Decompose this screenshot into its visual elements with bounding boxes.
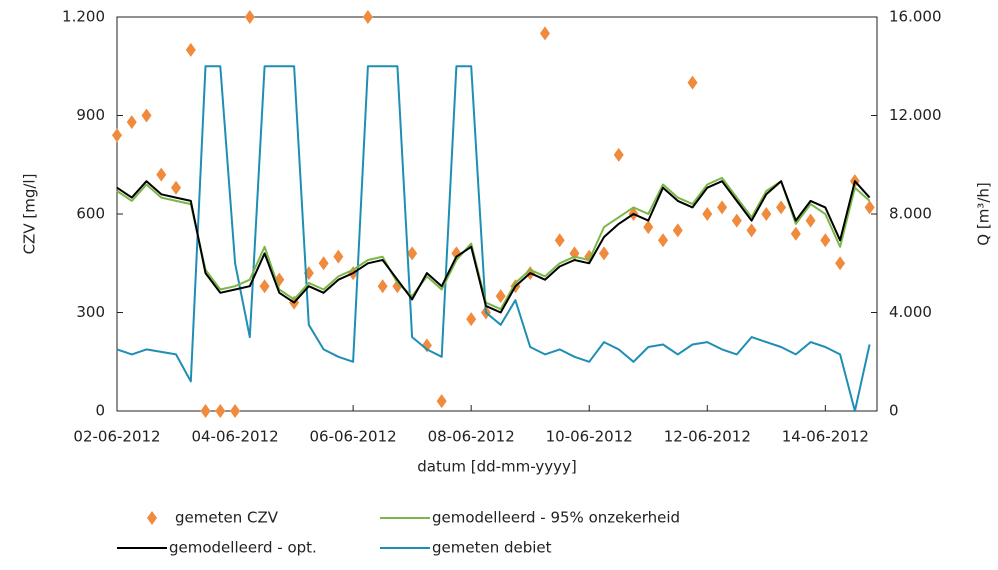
marker (230, 404, 241, 418)
marker (333, 249, 344, 264)
y-tick-label: 0 (95, 402, 105, 420)
y-tick-label: 1.200 (62, 8, 105, 26)
marker (185, 42, 196, 57)
marker (215, 404, 226, 418)
marker (672, 223, 683, 238)
marker (687, 75, 698, 90)
marker (318, 256, 329, 271)
marker (598, 246, 609, 261)
series-line (116, 65, 871, 412)
marker (761, 207, 772, 221)
y-tick-label: 300 (76, 303, 105, 321)
marker (377, 279, 388, 294)
marker (171, 180, 182, 195)
series-line (116, 176, 871, 311)
marker (805, 213, 816, 228)
y2-tick-label: 8.000 (889, 205, 932, 223)
y-tick-label: 900 (76, 106, 105, 124)
y2-tick-label: 16.000 (889, 8, 942, 26)
marker (407, 246, 418, 261)
marker (731, 213, 742, 228)
y2-tick-label: 12.000 (889, 106, 942, 124)
marker (200, 404, 211, 418)
marker (554, 233, 565, 248)
marker (820, 233, 831, 248)
marker (776, 200, 787, 215)
marker (466, 312, 477, 327)
y2-axis-label: Q [m³/h] (975, 182, 993, 245)
marker (790, 226, 801, 241)
y-axis-label: CZV [mg/l] (21, 174, 39, 255)
legend-label: gemeten CZV (175, 509, 279, 527)
y2-tick-label: 4.000 (889, 303, 932, 321)
x-axis-label: datum [dd-mm-yyyy] (417, 458, 577, 476)
x-tick-label: 12-06-2012 (664, 428, 751, 446)
marker (643, 220, 654, 235)
x-tick-label: 08-06-2012 (428, 428, 515, 446)
legend-label: gemodelleerd - 95% onzekerheid (432, 509, 680, 527)
legend-label: gemeten debiet (432, 539, 552, 557)
legend-marker (147, 511, 157, 525)
marker (717, 200, 728, 215)
marker (613, 147, 624, 162)
marker (156, 167, 167, 182)
marker (112, 128, 122, 143)
marker (362, 10, 373, 24)
marker (495, 289, 506, 304)
marker (259, 279, 270, 294)
y-tick-label: 600 (76, 205, 105, 223)
marker (702, 207, 713, 221)
marker (539, 26, 550, 41)
x-tick-label: 02-06-2012 (73, 428, 160, 446)
marker (421, 338, 432, 353)
marker (835, 256, 846, 271)
y2-tick-label: 0 (889, 402, 899, 420)
x-tick-label: 06-06-2012 (310, 428, 397, 446)
marker (864, 200, 875, 215)
legend-label: gemodelleerd - opt. (169, 539, 317, 557)
marker (126, 115, 137, 130)
marker (244, 10, 255, 24)
x-tick-label: 14-06-2012 (782, 428, 869, 446)
marker (436, 394, 447, 409)
marker (141, 108, 152, 123)
marker (658, 233, 669, 248)
series-line (116, 180, 871, 314)
x-tick-label: 04-06-2012 (191, 428, 278, 446)
x-tick-label: 10-06-2012 (546, 428, 633, 446)
marker (746, 223, 757, 238)
